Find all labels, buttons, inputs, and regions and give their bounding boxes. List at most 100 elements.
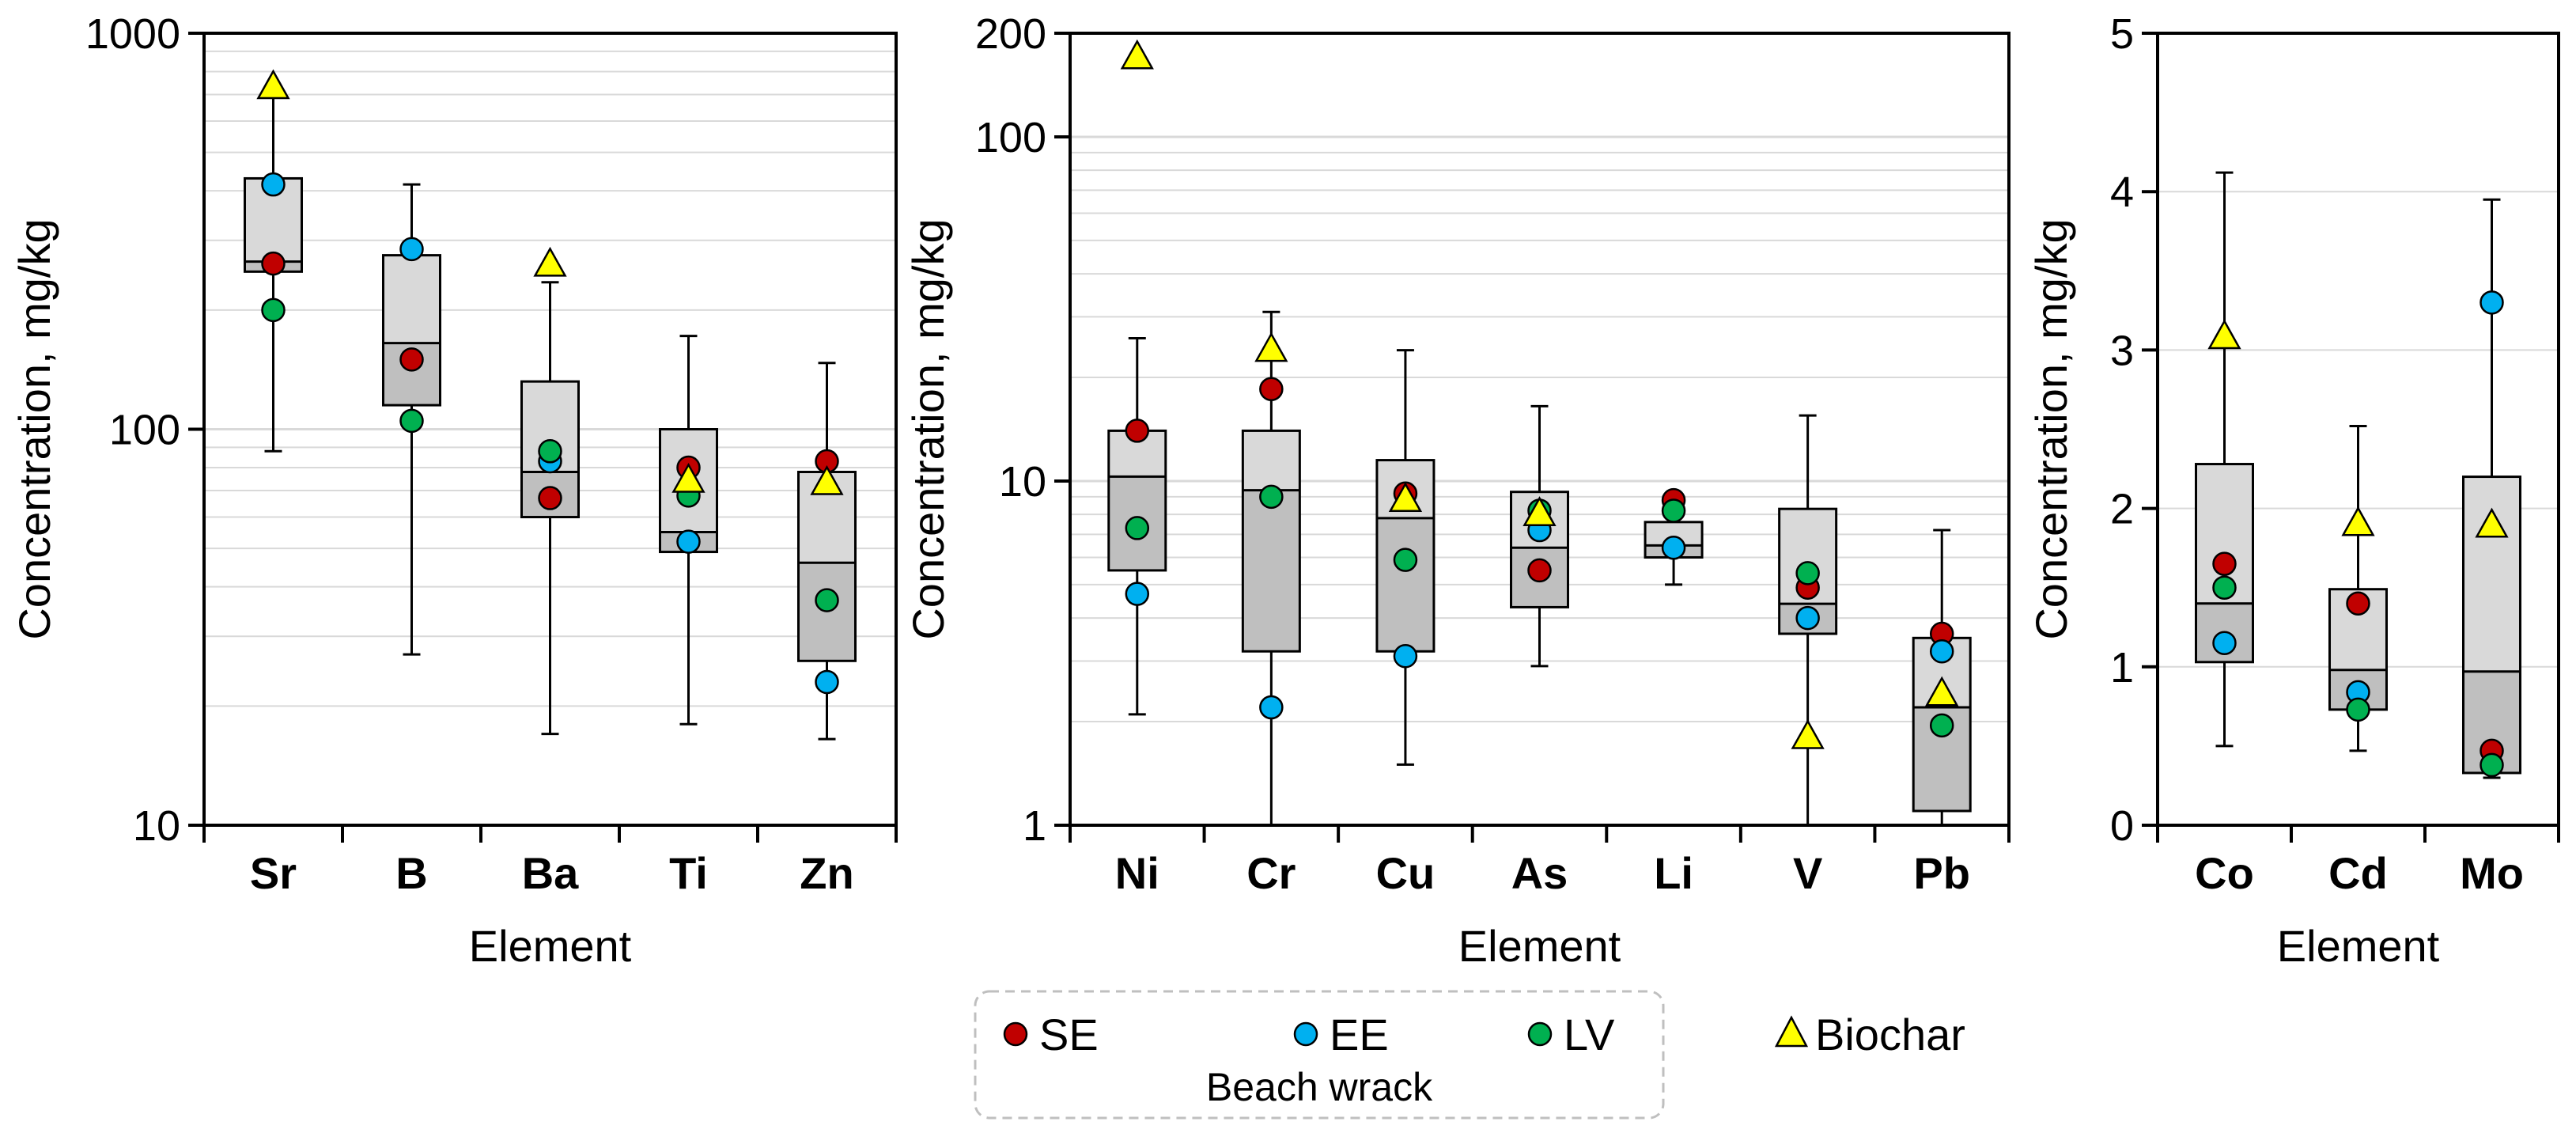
- legend: SE EE LV Biochar Beach wrack: [974, 990, 1965, 1120]
- point-biochar-ba: [533, 246, 567, 277]
- point-biochar-ti: [671, 462, 705, 493]
- legend-item-biochar: Biochar: [1774, 1010, 1965, 1059]
- box-outline: [1778, 507, 1838, 635]
- point-se-sr: [261, 251, 286, 276]
- legend-item-lv: LV: [1527, 1010, 1615, 1059]
- box-upper-half: [2463, 476, 2521, 672]
- point-lv-v: [1795, 561, 1820, 585]
- point-biochar-v: [1791, 718, 1825, 749]
- panel-1: 10 100 1000 Sr B Ba Ti Zn Element Concentration, …: [9, 10, 898, 971]
- point-biochar-as: [1523, 496, 1557, 526]
- point-se-cr: [1259, 377, 1284, 402]
- y-tick-label: 100: [109, 407, 180, 454]
- x-axis-title: Element: [469, 921, 632, 971]
- point-biochar-zn: [810, 464, 844, 495]
- plot-frame: [1069, 32, 2010, 827]
- point-biochar-mo: [2475, 507, 2509, 538]
- legend-item-se: SE: [1003, 1010, 1099, 1059]
- y-tick-label: 5: [2110, 10, 2134, 58]
- y-tick-label: 200: [975, 10, 1046, 58]
- point-se-ba: [538, 486, 562, 510]
- point-ee-mo: [2480, 290, 2504, 315]
- box-lower-half: [1243, 490, 1300, 652]
- box-outline: [1510, 491, 1569, 608]
- point-lv-cr: [1259, 484, 1284, 510]
- x-tick-label-zn: Zn: [800, 848, 853, 898]
- legend-item-ee: EE: [1293, 1010, 1389, 1059]
- x-tick-label-sr: Sr: [250, 848, 297, 898]
- point-ee-pb: [1929, 638, 1954, 664]
- point-biochar-cd: [2341, 506, 2375, 536]
- panel-3: 0 1 2 3 4 5 Co Cd Mo Element Concentration, mg/kg: [2026, 10, 2560, 971]
- x-axis-title: Element: [1458, 921, 1621, 971]
- y-tick-label: 10: [999, 458, 1046, 506]
- x-axis-title: Element: [2277, 921, 2440, 971]
- point-ee-v: [1795, 605, 1820, 631]
- legend-label: SE: [1039, 1010, 1099, 1059]
- x-tick-label-b: B: [395, 848, 427, 898]
- point-lv-ni: [1125, 516, 1150, 540]
- point-lv-cd: [2346, 697, 2370, 722]
- legend-marker: [1527, 1021, 1553, 1047]
- point-biochar-pb: [1925, 676, 1959, 707]
- y-tick-label: 1000: [85, 10, 180, 58]
- legend-label: LV: [1564, 1010, 1615, 1059]
- box-outline: [2195, 463, 2254, 664]
- legend-marker: [1774, 1015, 1809, 1048]
- point-ee-ti: [676, 529, 701, 554]
- panel-2: 1 10 100 200 Ni Cr Cu As Li V Pb Element Concentrati…: [903, 10, 2010, 971]
- x-tick-label-cr: Cr: [1246, 848, 1296, 898]
- legend-label: EE: [1330, 1010, 1389, 1059]
- legend-marker: [1003, 1021, 1028, 1047]
- box-outline: [1241, 429, 1301, 653]
- y-axis-title: Concentration, mg/kg: [903, 218, 953, 639]
- y-tick-label: 1: [1023, 802, 1046, 850]
- x-tick-label-ba: Ba: [522, 848, 579, 898]
- y-tick-label: 4: [2110, 169, 2134, 216]
- point-ee-ni: [1125, 582, 1150, 606]
- point-biochar-cr: [1254, 332, 1288, 362]
- box-outline: [520, 380, 580, 519]
- point-biochar-co: [2207, 319, 2241, 350]
- point-lv-sr: [261, 297, 286, 323]
- point-lv-li: [1661, 498, 1686, 523]
- point-biochar-cu: [1388, 482, 1423, 512]
- x-tick-label-pb: Pb: [1913, 848, 1970, 898]
- legend-caption: Beach wrack: [1206, 1065, 1433, 1109]
- plot-frame: [2156, 32, 2560, 827]
- point-lv-co: [2212, 575, 2237, 600]
- point-ee-co: [2212, 631, 2237, 656]
- point-se-co: [2212, 551, 2237, 576]
- y-tick-label: 100: [975, 114, 1046, 161]
- y-tick-label: 3: [2110, 327, 2134, 374]
- x-tick-label-li: Li: [1654, 848, 1693, 898]
- point-ee-cr: [1259, 695, 1284, 720]
- point-lv-ba: [538, 439, 562, 464]
- point-ee-zn: [815, 669, 839, 695]
- box-pb: [1912, 529, 1972, 827]
- point-ee-b: [399, 237, 424, 262]
- legend-marker: [1293, 1021, 1318, 1047]
- point-se-ni: [1125, 419, 1150, 443]
- y-tick-label: 2: [2110, 486, 2134, 533]
- x-tick-label-ti: Ti: [669, 848, 708, 898]
- box-b: [382, 183, 441, 656]
- box-co: [2195, 171, 2254, 748]
- point-lv-mo: [2480, 752, 2504, 778]
- point-biochar-ni: [1120, 39, 1154, 70]
- point-ee-sr: [261, 172, 286, 197]
- point-lv-pb: [1929, 713, 1954, 738]
- point-lv-cu: [1393, 548, 1418, 572]
- x-tick-label-as: As: [1511, 848, 1568, 898]
- y-tick-label: 10: [133, 802, 180, 850]
- box-upper-half: [383, 255, 441, 343]
- point-se-b: [399, 347, 424, 372]
- x-tick-label-cd: Cd: [2328, 848, 2388, 898]
- point-ee-cu: [1393, 643, 1418, 669]
- x-tick-label-v: V: [1793, 848, 1822, 898]
- box-upper-half: [1243, 430, 1300, 491]
- y-tick-label: 1: [2110, 644, 2134, 692]
- x-tick-label-ni: Ni: [1115, 848, 1159, 898]
- y-axis-title: Concentration, mg/kg: [2026, 218, 2076, 639]
